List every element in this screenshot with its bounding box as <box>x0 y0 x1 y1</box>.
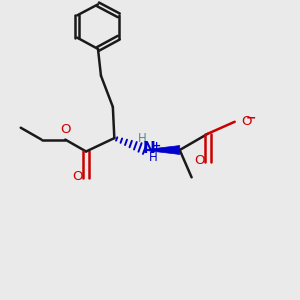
Text: H: H <box>148 151 157 164</box>
Text: O: O <box>241 115 252 128</box>
Text: N: N <box>142 141 155 156</box>
Text: H: H <box>138 132 147 145</box>
Text: −: − <box>245 112 256 125</box>
Text: O: O <box>194 154 205 166</box>
Text: O: O <box>60 123 70 136</box>
Polygon shape <box>147 146 180 154</box>
Text: O: O <box>73 170 83 183</box>
Text: +: + <box>152 140 161 151</box>
